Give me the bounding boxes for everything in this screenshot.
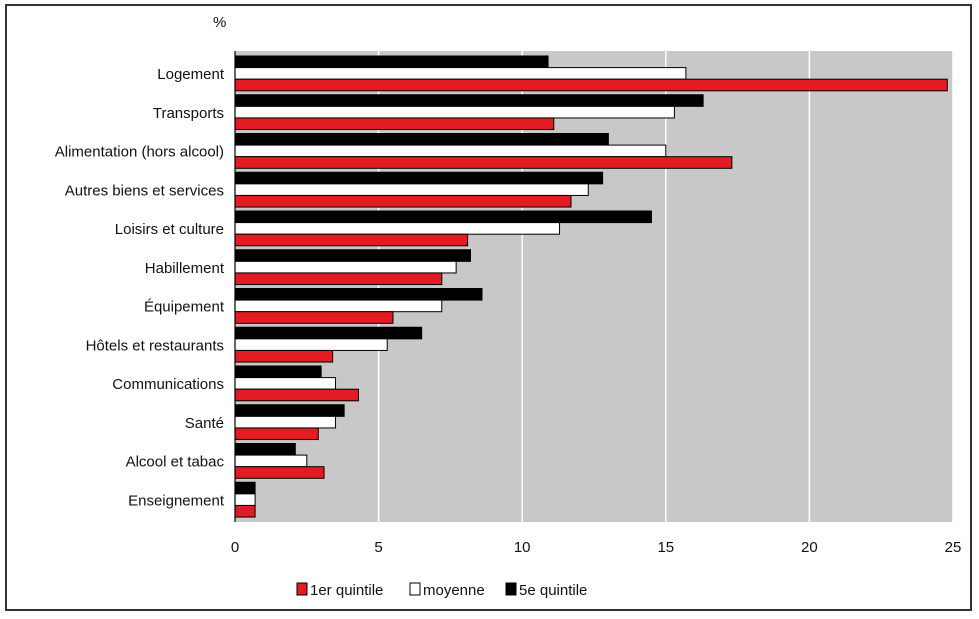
category-labels: Logement Transports Alimentation (hors alc… [55, 66, 225, 509]
legend-swatch [409, 582, 421, 596]
legend-label: 1er quintile [310, 582, 383, 599]
bar [234, 299, 443, 313]
bar [234, 326, 423, 340]
bar [234, 156, 733, 169]
category-label: Enseignement [128, 492, 225, 509]
bar [234, 105, 675, 119]
category-label: Autres biens et services [65, 182, 224, 199]
category-label: Alcool et tabac [126, 454, 225, 471]
category-label: Hôtels et restaurants [86, 337, 224, 354]
category-label: Loisirs et culture [115, 221, 224, 238]
x-tick-label: 10 [514, 539, 531, 556]
bar [234, 249, 472, 262]
bar [234, 388, 359, 402]
legend-swatch [505, 582, 517, 596]
bar [234, 117, 555, 131]
bar [234, 55, 549, 69]
bar [234, 427, 319, 441]
unit-label: % [213, 14, 226, 31]
category-label: Communications [112, 376, 224, 393]
bar [234, 272, 443, 286]
bar [234, 233, 469, 247]
bar [234, 443, 296, 456]
category-label: Logement [157, 66, 225, 83]
legend: 1er quintile moyenne 5e quintile [296, 582, 587, 599]
bar [234, 493, 256, 506]
bar [234, 365, 322, 379]
bar [234, 222, 561, 235]
bar [234, 311, 394, 324]
legend-label: moyenne [423, 582, 485, 599]
x-tick-label: 25 [945, 539, 962, 556]
bar [234, 466, 325, 479]
bar [234, 194, 572, 208]
x-tick-label: 0 [231, 539, 239, 556]
category-label: Transports [153, 105, 224, 122]
bar [234, 338, 388, 351]
x-axis-ticks: 0 5 10 15 20 25 [231, 539, 962, 556]
bar [234, 404, 345, 417]
bar [234, 415, 337, 429]
bar [234, 481, 256, 495]
bar [234, 183, 589, 196]
bar [234, 144, 667, 158]
bar [234, 67, 687, 80]
x-tick-label: 15 [657, 539, 674, 556]
category-label: Équipement [144, 299, 225, 316]
bar [234, 377, 337, 390]
bar [234, 288, 483, 301]
bars [234, 51, 948, 522]
bar [234, 133, 609, 146]
x-tick-label: 5 [374, 539, 382, 556]
bar [234, 504, 256, 518]
legend-swatch [296, 582, 308, 596]
bar [234, 78, 948, 92]
bar [234, 454, 308, 468]
bar [234, 210, 652, 224]
bar [234, 94, 704, 107]
category-label: Santé [185, 415, 224, 432]
bar [234, 349, 334, 363]
x-tick-label: 20 [801, 539, 818, 556]
bar [234, 260, 457, 274]
category-label: Alimentation (hors alcool) [55, 144, 224, 161]
bar [234, 171, 604, 185]
legend-label: 5e quintile [519, 582, 587, 599]
category-label: Habillement [145, 260, 225, 277]
